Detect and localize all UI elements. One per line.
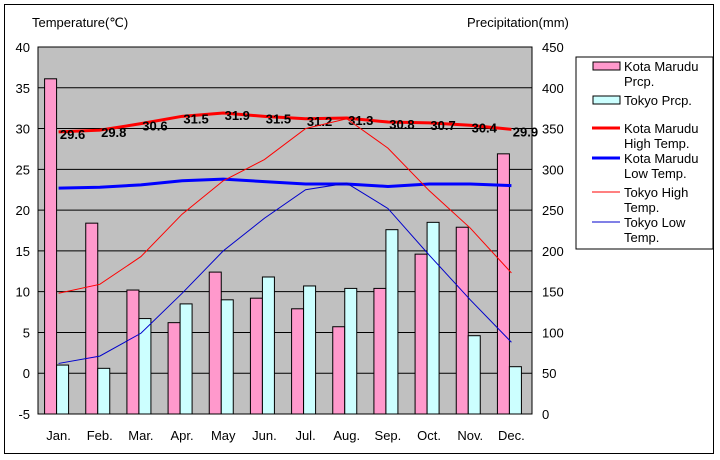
bar-kota-marudu-prcp- — [208, 271, 222, 415]
data-label: 30.8 — [389, 117, 414, 132]
data-label: 30.4 — [472, 120, 498, 135]
bar-tokyo-prcp- — [508, 366, 522, 415]
x-tick-label: Apr. — [171, 428, 194, 443]
right-tick-label: 300 — [542, 162, 564, 177]
right-tick-label: 200 — [542, 244, 564, 259]
legend-label: Kota Marudu — [624, 151, 698, 166]
legend-label: Prcp. — [624, 74, 654, 89]
bar-tokyo-prcp- — [426, 221, 440, 415]
right-axis-title: Precipitation(mm) — [467, 15, 569, 30]
bar-tokyo-prcp- — [179, 303, 193, 415]
left-tick-label: 10 — [16, 285, 30, 300]
x-tick-label: Jan. — [46, 428, 71, 443]
bar-kota-marudu-prcp- — [373, 287, 387, 415]
legend-label: Kota Marudu — [624, 121, 698, 136]
left-tick-label: 0 — [23, 366, 30, 381]
bar-kota-marudu-prcp- — [414, 253, 428, 415]
left-tick-label: 40 — [16, 40, 30, 55]
right-tick-label: 400 — [542, 81, 564, 96]
bar-kota-marudu-prcp- — [332, 326, 346, 415]
bar-kota-marudu-prcp- — [291, 308, 305, 415]
x-tick-label: Aug. — [333, 428, 360, 443]
legend-label: Tokyo High — [624, 185, 688, 200]
data-label: 30.7 — [430, 118, 455, 133]
line-kota-marudu-high-temp- — [58, 111, 512, 134]
bar-tokyo-prcp- — [344, 287, 358, 415]
x-tick-label: Jul. — [295, 428, 315, 443]
x-tick-label: Sep. — [375, 428, 402, 443]
x-tick-label: Oct. — [417, 428, 441, 443]
right-tick-label: 0 — [542, 407, 549, 422]
right-tick-label: 100 — [542, 325, 564, 340]
left-tick-label: 15 — [16, 244, 30, 259]
bar-tokyo-prcp- — [97, 367, 111, 415]
bar-tokyo-prcp- — [303, 285, 317, 415]
x-tick-label: Feb. — [87, 428, 113, 443]
left-tick-label: -5 — [18, 407, 30, 422]
bar-tokyo-prcp- — [138, 318, 152, 415]
left-tick-label: 5 — [23, 325, 30, 340]
legend-swatch — [592, 61, 621, 71]
data-label: 30.6 — [142, 119, 167, 134]
bar-kota-marudu-prcp- — [167, 322, 181, 415]
right-tick-label: 50 — [542, 366, 556, 381]
legend-label: Temp. — [624, 230, 659, 245]
bar-kota-marudu-prcp- — [249, 297, 263, 415]
line-tokyo-low-temp- — [58, 182, 512, 364]
legend-box — [575, 56, 714, 250]
left-tick-label: 30 — [16, 122, 30, 137]
data-label: 31.9 — [225, 108, 250, 123]
data-label: 31.2 — [307, 114, 332, 129]
bar-tokyo-prcp- — [467, 335, 481, 415]
left-tick-label: 20 — [16, 203, 30, 218]
x-tick-label: Jun. — [252, 428, 277, 443]
legend-label: Tokyo Low — [624, 215, 686, 230]
line-kota-marudu-low-temp- — [58, 177, 512, 190]
legend-label: High Temp. — [624, 136, 690, 151]
right-tick-label: 250 — [542, 203, 564, 218]
right-tick-label: 350 — [542, 122, 564, 137]
bar-tokyo-prcp- — [261, 276, 275, 415]
x-tick-label: Mar. — [128, 428, 153, 443]
data-label: 29.9 — [513, 124, 538, 139]
bar-tokyo-prcp- — [220, 299, 234, 415]
legend-label: Low Temp. — [624, 166, 687, 181]
legend-swatch — [592, 95, 621, 105]
x-tick-label: Nov. — [457, 428, 483, 443]
data-label: 31.5 — [183, 111, 208, 126]
bar-kota-marudu-prcp- — [496, 153, 510, 415]
data-label: 29.8 — [101, 125, 126, 140]
data-label: 31.3 — [348, 113, 373, 128]
left-tick-label: 25 — [16, 162, 30, 177]
legend-label: Temp. — [624, 200, 659, 215]
bar-kota-marudu-prcp- — [85, 222, 99, 415]
line-tokyo-high-temp- — [58, 118, 512, 294]
right-tick-label: 450 — [542, 40, 564, 55]
bar-tokyo-prcp- — [56, 364, 70, 415]
x-tick-label: Dec. — [498, 428, 525, 443]
x-tick-label: May — [211, 428, 236, 443]
bar-kota-marudu-prcp- — [455, 226, 469, 415]
left-tick-label: 35 — [16, 81, 30, 96]
bar-kota-marudu-prcp- — [126, 289, 140, 415]
bar-kota-marudu-prcp- — [44, 78, 58, 415]
right-tick-label: 150 — [542, 285, 564, 300]
data-label: 29.6 — [60, 127, 85, 142]
left-axis-title: Temperature(℃) — [32, 15, 128, 30]
legend-label: Kota Marudu — [624, 59, 698, 74]
legend-label: Tokyo Prcp. — [624, 93, 692, 108]
bar-tokyo-prcp- — [385, 229, 399, 415]
data-label: 31.5 — [266, 111, 291, 126]
